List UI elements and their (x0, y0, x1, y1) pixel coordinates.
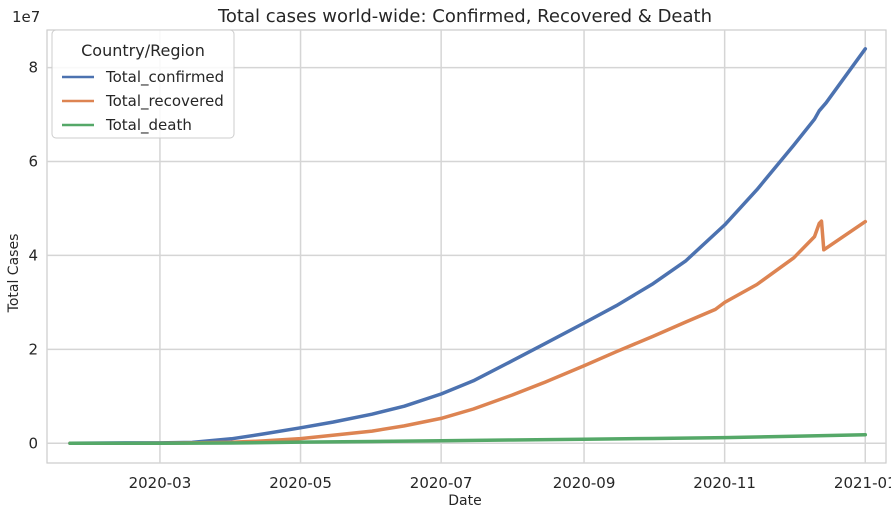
y-tick-label: 2 (28, 340, 38, 358)
x-tick-label: 2021-01 (834, 474, 891, 492)
x-tick-label: 2020-05 (269, 474, 332, 492)
y-tick-label: 8 (28, 59, 38, 77)
legend-label-total-recovered: Total_recovered (105, 92, 224, 111)
series-line-total-recovered (68, 219, 868, 446)
legend-title: Country/Region (81, 41, 205, 60)
y-tick-label: 4 (28, 246, 38, 264)
y-offset-label: 1e7 (12, 8, 40, 26)
x-tick-label: 2020-07 (410, 474, 473, 492)
legend-label-total-death: Total_death (105, 116, 192, 135)
x-tick-label: 2020-09 (553, 474, 616, 492)
plot-area (46, 29, 887, 464)
y-axis-label: Total Cases (6, 234, 22, 314)
y-tick-label: 0 (28, 434, 38, 452)
x-tick-label: 2020-11 (693, 474, 756, 492)
series-line-total-death (68, 432, 868, 446)
legend-box (51, 29, 235, 139)
x-axis-label: Date (448, 493, 481, 509)
chart-title: Total cases world-wide: Confirmed, Recov… (217, 6, 712, 27)
legend: Country/Region Total_confirmed Total_reco… (51, 29, 235, 139)
y-tick-label: 6 (28, 152, 38, 170)
legend-label-total-confirmed: Total_confirmed (105, 68, 224, 87)
series-line-total-confirmed (68, 47, 868, 446)
x-tick-label: 2020-03 (129, 474, 192, 492)
